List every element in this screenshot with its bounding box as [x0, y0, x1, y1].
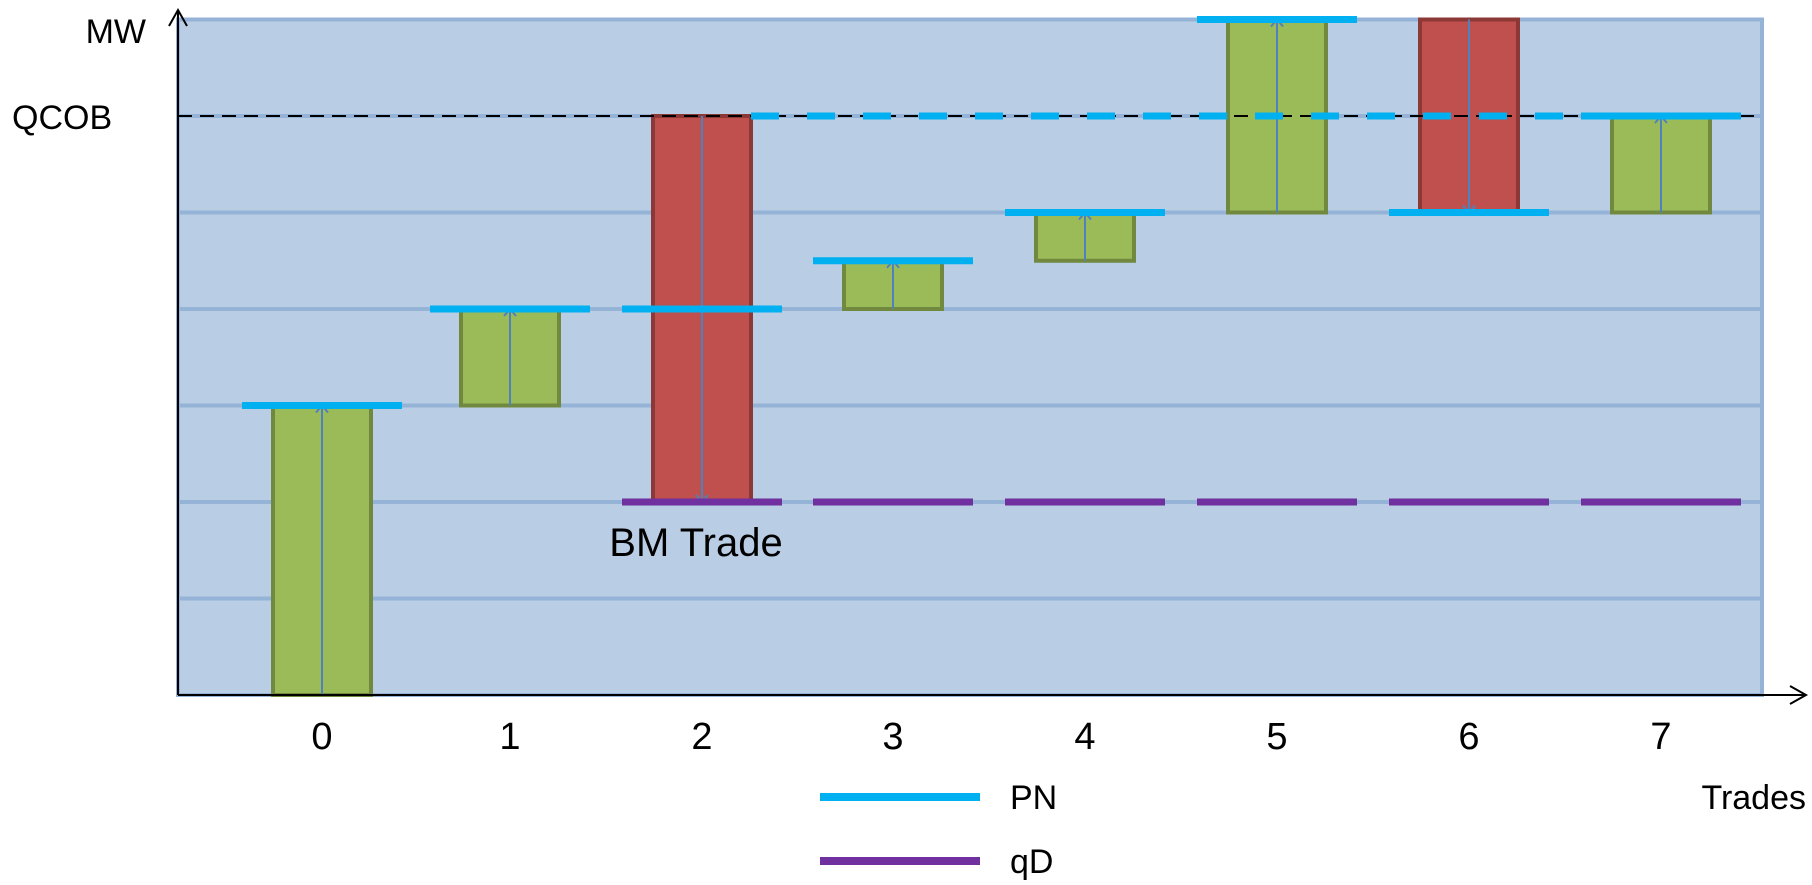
y-axis-arrow [168, 7, 188, 27]
x-tick-label: 0 [311, 716, 332, 758]
x-tick-label: 3 [882, 716, 903, 758]
qcob-label: QCOB [12, 99, 112, 137]
plot-area [176, 17, 1764, 697]
legend-label: PN [1010, 779, 1057, 817]
x-axis-label: Trades [1701, 779, 1806, 817]
x-tick-label: 4 [1074, 716, 1095, 758]
x-tick-label: 6 [1458, 716, 1479, 758]
x-tick-label: 7 [1650, 716, 1671, 758]
x-tick-label: 2 [691, 716, 712, 758]
axes [168, 7, 1809, 705]
x-tick-label: 5 [1266, 716, 1287, 758]
x-tick-label: 1 [499, 716, 520, 758]
y-axis-label: MW [86, 13, 146, 51]
series-lines [242, 16, 1741, 506]
legend-label: qD [1010, 843, 1053, 880]
labels: MW QCOB BM Trade 0 1 2 3 4 5 6 7 Trades [12, 13, 1806, 817]
annotation-bm-trade: BM Trade [609, 521, 782, 565]
plot-background [176, 17, 1764, 697]
x-axis-arrow [1789, 685, 1809, 705]
legend: PN qD [820, 779, 1057, 881]
